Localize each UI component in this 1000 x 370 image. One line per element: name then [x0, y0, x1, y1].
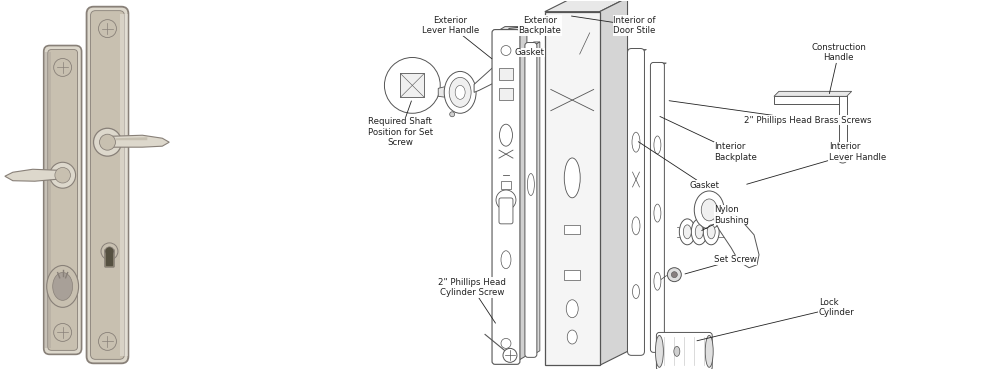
Ellipse shape: [47, 266, 79, 307]
Polygon shape: [839, 96, 847, 160]
Ellipse shape: [449, 77, 471, 107]
Circle shape: [55, 168, 70, 183]
FancyBboxPatch shape: [650, 63, 664, 352]
Text: Interior
Lever Handle: Interior Lever Handle: [747, 142, 886, 184]
Bar: [545, 11, 600, 365]
Ellipse shape: [444, 71, 476, 113]
FancyBboxPatch shape: [87, 7, 128, 363]
Text: Construction
Handle: Construction Handle: [811, 43, 866, 94]
Ellipse shape: [501, 251, 511, 269]
Polygon shape: [115, 137, 147, 140]
Ellipse shape: [564, 158, 580, 198]
Ellipse shape: [839, 157, 847, 163]
Ellipse shape: [527, 174, 534, 195]
Ellipse shape: [694, 191, 724, 229]
Ellipse shape: [679, 219, 695, 245]
FancyBboxPatch shape: [104, 249, 114, 267]
Bar: [564, 225, 580, 235]
Ellipse shape: [53, 272, 73, 300]
Circle shape: [671, 272, 677, 278]
Ellipse shape: [633, 285, 639, 299]
Ellipse shape: [632, 217, 640, 235]
Ellipse shape: [500, 124, 512, 146]
FancyBboxPatch shape: [106, 252, 113, 266]
Circle shape: [384, 57, 440, 113]
Circle shape: [50, 162, 76, 188]
Text: Exterior
Backplate: Exterior Backplate: [509, 16, 561, 35]
Ellipse shape: [655, 336, 663, 367]
Circle shape: [94, 128, 121, 156]
Polygon shape: [714, 208, 759, 268]
Ellipse shape: [654, 272, 661, 290]
Ellipse shape: [654, 204, 661, 222]
Text: Set Screw: Set Screw: [685, 255, 757, 274]
Text: Gasket: Gasket: [638, 142, 719, 189]
Text: Required Shaft
Position for Set
Screw: Required Shaft Position for Set Screw: [368, 101, 433, 147]
Text: Exterior
Lever Handle: Exterior Lever Handle: [422, 16, 492, 59]
FancyBboxPatch shape: [499, 198, 513, 224]
Polygon shape: [120, 14, 128, 356]
Ellipse shape: [674, 346, 680, 356]
Polygon shape: [474, 63, 514, 92]
FancyBboxPatch shape: [525, 43, 537, 357]
Text: Interior of
Door Stile: Interior of Door Stile: [571, 16, 656, 35]
Polygon shape: [517, 27, 527, 361]
Polygon shape: [534, 42, 540, 354]
Text: Interior
Backplate: Interior Backplate: [660, 117, 757, 162]
Ellipse shape: [695, 225, 703, 239]
Polygon shape: [528, 42, 540, 46]
Ellipse shape: [567, 330, 577, 344]
Ellipse shape: [691, 219, 707, 245]
Circle shape: [503, 349, 517, 362]
Polygon shape: [44, 51, 51, 349]
FancyBboxPatch shape: [628, 48, 644, 355]
Circle shape: [54, 323, 72, 342]
Text: 2" Phillips Head
Cylinder Screw: 2" Phillips Head Cylinder Screw: [438, 278, 506, 323]
Bar: [499, 68, 513, 80]
Polygon shape: [112, 135, 169, 147]
Circle shape: [101, 243, 118, 260]
Ellipse shape: [705, 336, 713, 367]
FancyBboxPatch shape: [44, 46, 82, 354]
Text: Nylon
Bushing: Nylon Bushing: [702, 205, 749, 231]
Circle shape: [501, 46, 511, 56]
Circle shape: [501, 339, 511, 349]
FancyBboxPatch shape: [656, 332, 712, 370]
Circle shape: [54, 58, 72, 77]
Ellipse shape: [654, 136, 661, 154]
Ellipse shape: [566, 300, 578, 318]
Polygon shape: [632, 50, 646, 53]
FancyBboxPatch shape: [91, 11, 124, 359]
Circle shape: [105, 247, 114, 256]
Ellipse shape: [455, 85, 465, 99]
Ellipse shape: [632, 132, 640, 152]
Bar: [501, 181, 511, 189]
Ellipse shape: [683, 225, 691, 239]
Circle shape: [496, 190, 516, 210]
Polygon shape: [653, 63, 666, 65]
Ellipse shape: [703, 219, 719, 245]
Bar: [400, 73, 424, 97]
Polygon shape: [600, 0, 628, 365]
Text: 2" Phillips Head Brass Screws: 2" Phillips Head Brass Screws: [669, 101, 872, 125]
Circle shape: [667, 268, 681, 282]
Circle shape: [450, 112, 455, 117]
Circle shape: [99, 20, 116, 38]
Text: Gasket: Gasket: [515, 48, 545, 57]
Circle shape: [99, 332, 116, 350]
Circle shape: [100, 134, 115, 150]
Polygon shape: [5, 169, 58, 181]
FancyBboxPatch shape: [48, 50, 78, 350]
Polygon shape: [545, 0, 628, 11]
Ellipse shape: [701, 199, 717, 221]
FancyBboxPatch shape: [492, 30, 520, 364]
Ellipse shape: [707, 225, 715, 239]
Polygon shape: [438, 80, 470, 100]
Bar: [564, 270, 580, 280]
Bar: [499, 88, 513, 100]
Polygon shape: [495, 27, 527, 33]
Polygon shape: [774, 91, 852, 96]
Polygon shape: [774, 96, 847, 104]
Text: Lock
Cylinder: Lock Cylinder: [697, 298, 855, 341]
